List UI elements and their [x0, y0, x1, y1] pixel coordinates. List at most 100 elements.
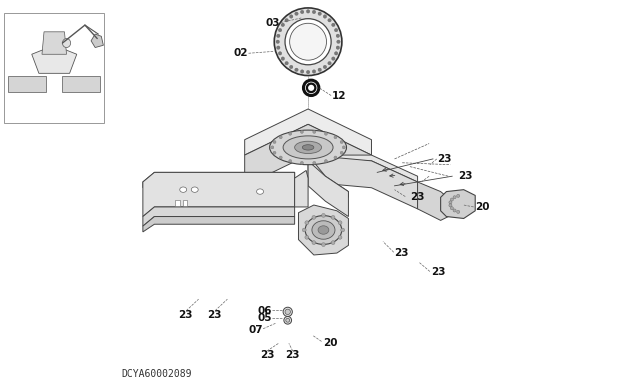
Text: 20: 20: [324, 338, 338, 348]
Circle shape: [338, 235, 342, 239]
Text: 20: 20: [475, 202, 490, 212]
Text: DCYA60002089: DCYA60002089: [121, 369, 192, 379]
Circle shape: [63, 39, 71, 48]
Circle shape: [323, 15, 327, 18]
Circle shape: [306, 70, 310, 74]
Text: 05: 05: [257, 313, 272, 324]
Polygon shape: [32, 45, 77, 74]
Circle shape: [276, 40, 280, 43]
Circle shape: [305, 221, 309, 224]
Text: 06: 06: [257, 306, 272, 316]
Ellipse shape: [270, 130, 347, 165]
Circle shape: [312, 241, 316, 245]
Circle shape: [301, 10, 304, 14]
Polygon shape: [143, 207, 294, 226]
Circle shape: [279, 156, 282, 159]
Text: 23: 23: [285, 350, 300, 360]
Circle shape: [285, 62, 288, 65]
Circle shape: [289, 132, 292, 135]
Polygon shape: [143, 172, 294, 217]
Circle shape: [450, 198, 453, 201]
Polygon shape: [143, 217, 294, 232]
Circle shape: [305, 235, 309, 239]
Circle shape: [312, 70, 316, 73]
Polygon shape: [91, 34, 104, 48]
Circle shape: [290, 65, 293, 69]
Circle shape: [334, 136, 337, 139]
Polygon shape: [63, 75, 100, 92]
Circle shape: [334, 156, 337, 159]
Circle shape: [294, 12, 298, 15]
Polygon shape: [294, 170, 308, 207]
Circle shape: [285, 19, 288, 22]
Circle shape: [279, 136, 282, 139]
Circle shape: [277, 46, 280, 50]
Polygon shape: [245, 124, 371, 186]
Circle shape: [453, 196, 456, 199]
Circle shape: [271, 146, 274, 149]
Circle shape: [331, 216, 335, 219]
Circle shape: [453, 209, 456, 212]
Polygon shape: [418, 182, 452, 220]
Circle shape: [328, 62, 331, 65]
Text: 23: 23: [260, 350, 274, 360]
Ellipse shape: [192, 187, 198, 192]
Text: 23: 23: [394, 248, 409, 258]
Polygon shape: [308, 161, 348, 217]
Circle shape: [300, 130, 303, 134]
Circle shape: [342, 146, 345, 149]
Circle shape: [318, 12, 321, 15]
Circle shape: [338, 221, 342, 224]
Polygon shape: [143, 172, 294, 188]
Circle shape: [306, 10, 310, 13]
Polygon shape: [308, 155, 418, 182]
Circle shape: [306, 82, 317, 93]
Circle shape: [324, 159, 327, 163]
Circle shape: [334, 51, 338, 55]
Circle shape: [285, 309, 290, 315]
Circle shape: [318, 68, 321, 72]
Circle shape: [273, 151, 276, 154]
Circle shape: [301, 70, 304, 73]
Circle shape: [449, 204, 452, 207]
Polygon shape: [183, 200, 187, 206]
Ellipse shape: [303, 145, 314, 150]
Polygon shape: [245, 109, 371, 155]
Circle shape: [322, 214, 326, 217]
Circle shape: [278, 51, 281, 55]
Circle shape: [308, 85, 314, 91]
Circle shape: [286, 319, 290, 322]
Circle shape: [332, 23, 335, 27]
Ellipse shape: [305, 216, 342, 245]
Circle shape: [332, 57, 335, 60]
Circle shape: [312, 130, 316, 134]
Circle shape: [290, 15, 293, 18]
Circle shape: [281, 57, 285, 60]
Circle shape: [322, 243, 326, 247]
Ellipse shape: [318, 226, 329, 234]
Ellipse shape: [294, 141, 322, 154]
Polygon shape: [8, 75, 46, 92]
Circle shape: [324, 132, 327, 135]
Text: 23: 23: [458, 171, 472, 181]
Text: 07: 07: [249, 325, 263, 335]
Circle shape: [340, 140, 343, 144]
Circle shape: [283, 307, 292, 317]
Polygon shape: [298, 205, 348, 255]
Circle shape: [278, 28, 281, 32]
Circle shape: [457, 194, 460, 197]
Polygon shape: [308, 155, 348, 197]
Text: 23: 23: [431, 267, 446, 277]
Circle shape: [337, 40, 340, 43]
Circle shape: [300, 161, 303, 164]
Ellipse shape: [257, 189, 264, 194]
Circle shape: [328, 19, 331, 22]
Text: 12: 12: [332, 91, 347, 101]
Circle shape: [340, 151, 343, 154]
Circle shape: [312, 161, 316, 164]
Polygon shape: [441, 190, 475, 219]
Ellipse shape: [180, 187, 187, 192]
Circle shape: [290, 23, 327, 60]
Text: 23: 23: [206, 310, 221, 320]
Text: 23: 23: [178, 310, 192, 320]
